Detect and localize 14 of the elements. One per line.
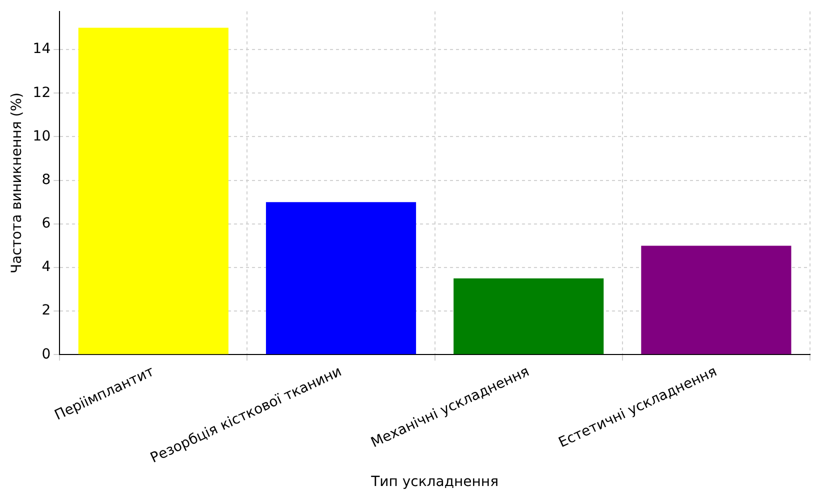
y-tick-label: 6: [42, 216, 51, 232]
y-axis-title: Частота виникнення (%): [9, 92, 26, 274]
y-tick-label: 14: [32, 41, 51, 58]
y-tick-label: 4: [42, 259, 51, 276]
y-tick-label: 10: [32, 128, 51, 144]
y-tick-label: 0: [42, 346, 51, 362]
x-axis-title: Тип ускладнення: [370, 474, 499, 490]
y-tick-label: 8: [42, 172, 51, 188]
bar: [454, 278, 604, 354]
bar: [641, 246, 792, 354]
bar: [266, 202, 416, 354]
y-tick-label: 12: [32, 84, 51, 101]
bar: [78, 28, 228, 354]
y-tick-label: 2: [42, 302, 51, 319]
